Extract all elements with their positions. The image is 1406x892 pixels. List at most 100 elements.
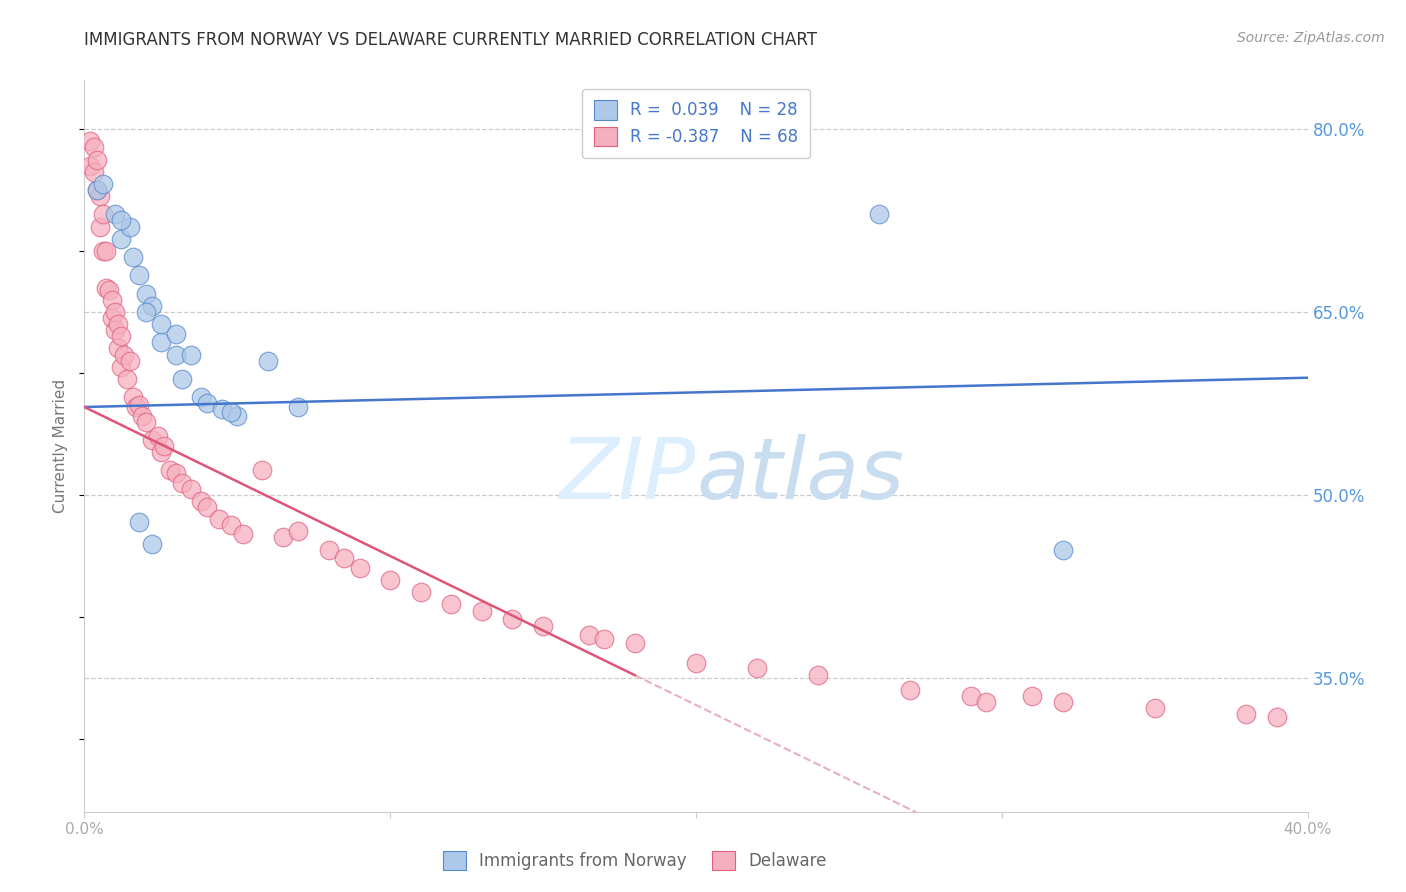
Point [1021, 689, 1043, 703]
Point [250, 463, 273, 477]
Point [976, 695, 998, 709]
Point [135, 415, 157, 429]
Text: atlas: atlas [696, 434, 904, 516]
Y-axis label: Currently Married: Currently Married [53, 379, 69, 513]
Point [747, 661, 769, 675]
Point [165, 326, 187, 341]
Point [409, 585, 432, 599]
Point [165, 466, 187, 480]
Point [219, 518, 242, 533]
Legend: Immigrants from Norway, Delaware: Immigrants from Norway, Delaware [433, 841, 837, 880]
Point [195, 500, 218, 514]
Point [97, 283, 120, 297]
Point [131, 409, 153, 423]
Point [104, 305, 127, 319]
Point [89, 219, 111, 234]
Point [593, 632, 616, 646]
Text: Source: ZipAtlas.com: Source: ZipAtlas.com [1237, 31, 1385, 45]
Point [180, 347, 202, 362]
Point [287, 400, 309, 414]
Point [333, 551, 356, 566]
Point [172, 475, 194, 490]
Point [110, 359, 132, 374]
Point [190, 390, 212, 404]
Point [141, 299, 163, 313]
Point [91, 244, 114, 258]
Point [471, 603, 494, 617]
Text: IMMIGRANTS FROM NORWAY VS DELAWARE CURRENTLY MARRIED CORRELATION CHART: IMMIGRANTS FROM NORWAY VS DELAWARE CURRE… [84, 31, 817, 49]
Point [128, 268, 150, 283]
Point [211, 402, 233, 417]
Point [172, 372, 194, 386]
Point [190, 493, 212, 508]
Point [141, 433, 163, 447]
Point [440, 598, 463, 612]
Point [287, 524, 309, 539]
Point [1052, 542, 1074, 557]
Point [122, 250, 145, 264]
Point [79, 134, 101, 148]
Point [86, 153, 108, 167]
Point [115, 372, 138, 386]
Point [960, 689, 983, 703]
Point [898, 682, 921, 697]
Point [110, 329, 132, 343]
Point [578, 628, 600, 642]
Point [165, 347, 187, 362]
Point [146, 429, 169, 443]
Point [219, 405, 242, 419]
Point [869, 207, 891, 221]
Point [271, 530, 294, 544]
Point [318, 542, 340, 557]
Point [149, 445, 172, 459]
Point [125, 400, 148, 414]
Point [208, 512, 231, 526]
Point [685, 656, 707, 670]
Point [107, 317, 129, 331]
Point [91, 207, 114, 221]
Point [624, 636, 647, 650]
Text: ZIP: ZIP [560, 434, 696, 516]
Point [94, 244, 117, 258]
Point [128, 398, 150, 412]
Point [120, 219, 142, 234]
Point [86, 183, 108, 197]
Point [1052, 695, 1074, 709]
Point [135, 286, 157, 301]
Point [83, 164, 105, 178]
Point [86, 183, 108, 197]
Point [380, 573, 402, 587]
Point [104, 207, 127, 221]
Point [807, 668, 830, 682]
Point [101, 310, 124, 325]
Point [531, 619, 554, 633]
Point [349, 561, 371, 575]
Point [120, 353, 142, 368]
Point [122, 390, 145, 404]
Point [1236, 707, 1258, 722]
Point [83, 140, 105, 154]
Point [91, 177, 114, 191]
Point [1265, 709, 1288, 723]
Point [1143, 701, 1166, 715]
Point [153, 439, 176, 453]
Point [112, 347, 135, 362]
Point [159, 463, 181, 477]
Point [110, 232, 132, 246]
Point [128, 515, 150, 529]
Point [110, 213, 132, 227]
Point [149, 335, 172, 350]
Point [107, 342, 129, 356]
Point [101, 293, 124, 307]
Point [94, 280, 117, 294]
Point [104, 323, 127, 337]
Point [149, 317, 172, 331]
Point [180, 482, 202, 496]
Point [195, 396, 218, 410]
Point [257, 353, 280, 368]
Point [135, 305, 157, 319]
Point [502, 612, 524, 626]
Point [232, 526, 254, 541]
Point [79, 159, 101, 173]
Point [226, 409, 249, 423]
